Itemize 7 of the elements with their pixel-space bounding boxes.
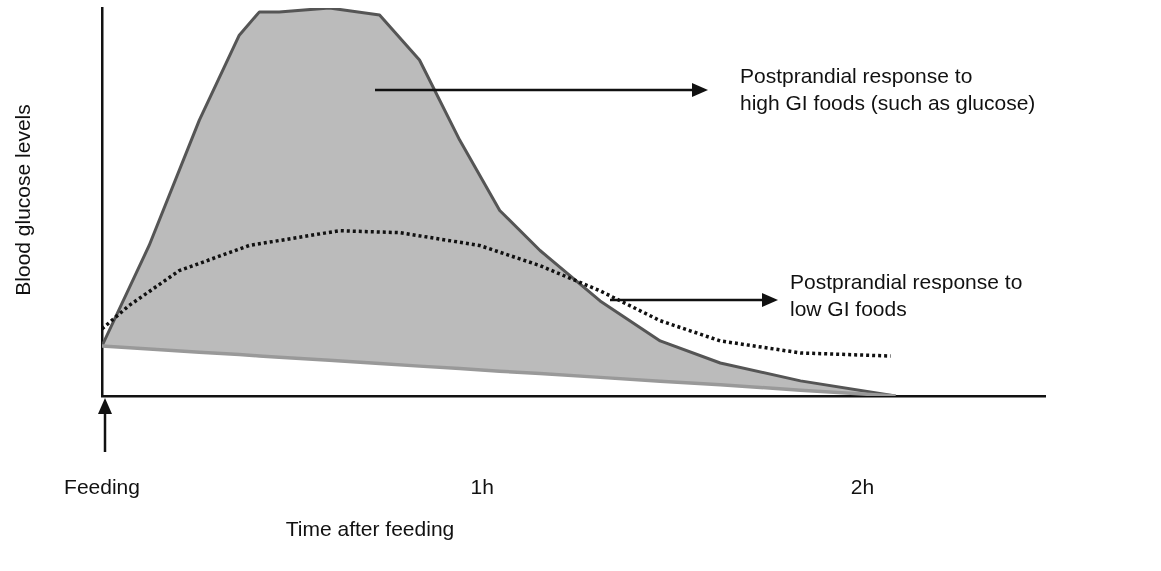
x-tick-label: 1h — [470, 474, 494, 498]
annotation: Postprandial response to high GI foods (such as glucose) — [740, 63, 1036, 116]
x-tick-label: 2h — [850, 474, 875, 498]
annotation: Postprandial response to low GI foods — [790, 269, 1023, 322]
x-axis-title: Time after feeding — [285, 516, 455, 540]
x-tick-label: Feeding — [64, 474, 140, 498]
y-axis-title: Blood glucose levels — [10, 104, 34, 296]
